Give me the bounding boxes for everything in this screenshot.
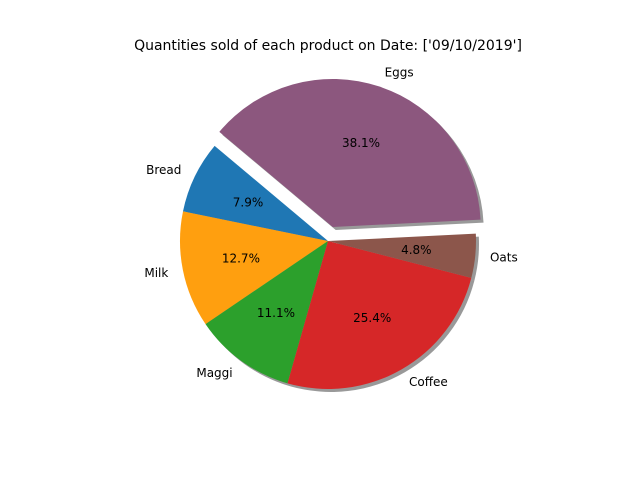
slice-labels: Bread 7.9% Milk 12.7% Maggi 11.1% Coffee 25.4% O…	[144, 66, 517, 390]
label-oats: Oats	[490, 250, 518, 264]
pie-slices	[179, 78, 481, 389]
label-bread: Bread	[146, 163, 181, 177]
slice-milk	[179, 211, 328, 325]
slice-bread	[183, 145, 328, 241]
pct-label-coffee: 25.4%	[353, 311, 391, 325]
pct-label-eggs: 38.1%	[342, 136, 380, 150]
label-maggi: Maggi	[196, 366, 232, 380]
pct-label-oats: 4.8%	[401, 243, 432, 257]
pct-label-milk: 12.7%	[222, 251, 260, 265]
slice-maggi	[205, 241, 328, 384]
label-coffee: Coffee	[409, 375, 448, 389]
slice-oats	[328, 233, 477, 278]
chart-title: Quantities sold of each product on Date:…	[134, 38, 522, 54]
slice-eggs	[219, 78, 481, 227]
slice-coffee	[287, 241, 472, 389]
label-eggs: Eggs	[385, 66, 414, 80]
label-milk: Milk	[144, 266, 168, 280]
pct-label-bread: 7.9%	[233, 195, 264, 209]
pct-label-maggi: 11.1%	[257, 306, 295, 320]
